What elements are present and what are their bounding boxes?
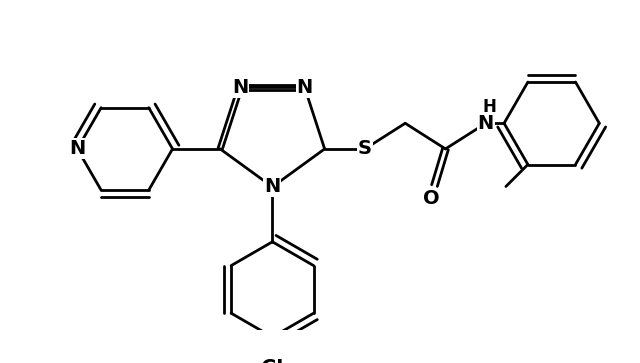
Text: Cl: Cl (261, 359, 284, 363)
Text: H: H (483, 98, 497, 116)
Text: N: N (296, 78, 313, 97)
Text: N: N (232, 78, 248, 97)
Text: N: N (69, 139, 86, 158)
Text: O: O (422, 189, 439, 208)
Text: N: N (264, 178, 280, 196)
Text: S: S (358, 139, 372, 158)
Text: N: N (477, 114, 494, 133)
